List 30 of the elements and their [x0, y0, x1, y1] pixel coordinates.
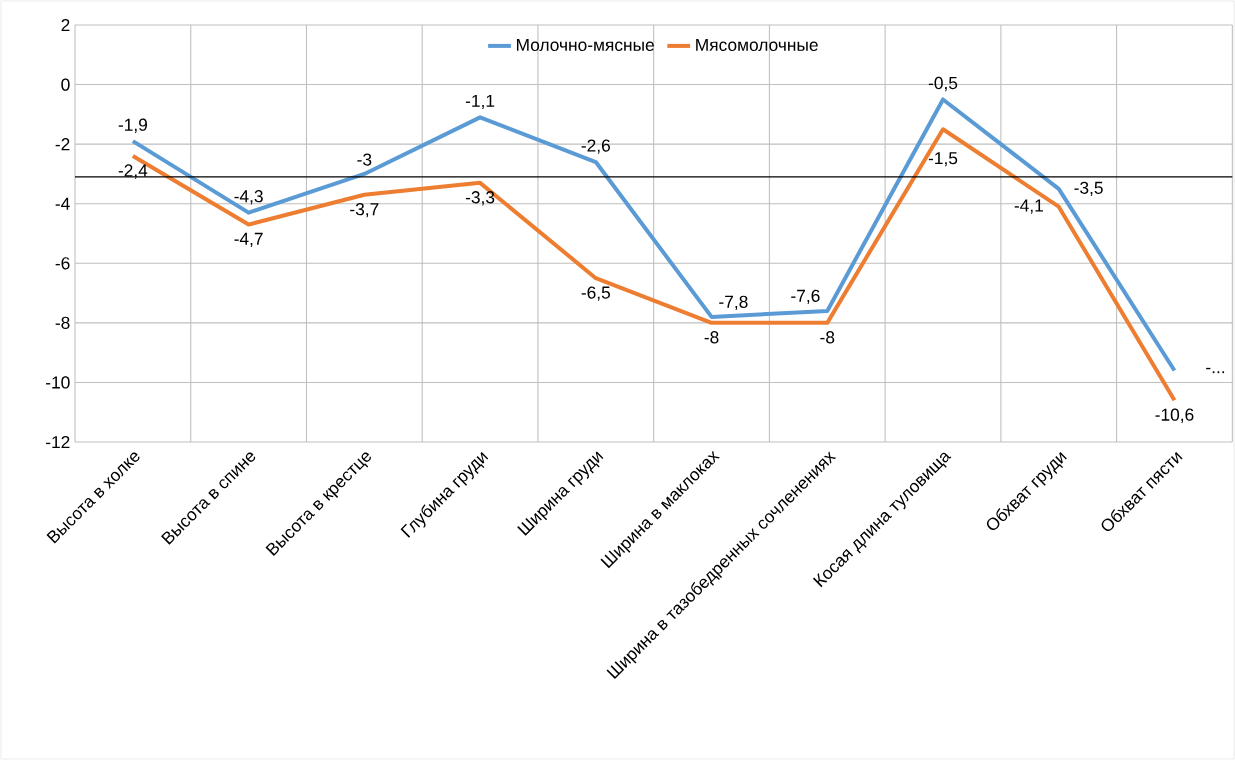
y-tick-label: -6 [55, 257, 70, 270]
y-tick-label: 0 [61, 78, 70, 91]
data-label: -6,5 [581, 286, 610, 301]
data-label: -7,8 [719, 295, 748, 310]
data-label: -10,6 [1155, 408, 1194, 423]
y-tick-label: 2 [61, 18, 70, 32]
data-label: -8 [820, 331, 835, 344]
data-label: -4,3 [234, 190, 263, 205]
data-label: -8 [704, 331, 719, 344]
data-label: -3,5 [1074, 181, 1103, 196]
legend-label: Молочно-мясные [516, 38, 654, 52]
data-label: -2,6 [581, 139, 610, 154]
data-label: -7,6 [791, 289, 820, 304]
y-tick-label: -2 [55, 138, 70, 151]
data-label: -4,7 [234, 232, 263, 247]
y-tick-label: -10 [46, 376, 70, 389]
data-label: -1,9 [118, 118, 147, 133]
data-label: -... [1206, 367, 1225, 374]
data-label: -3 [357, 153, 372, 166]
data-label: -3,3 [465, 191, 495, 206]
legend-label: Мясомолочные [696, 38, 818, 52]
y-tick-label: -12 [46, 435, 70, 449]
data-label: -0,5 [928, 76, 958, 92]
data-label: -4,1 [1014, 199, 1043, 214]
data-label: -1,5 [928, 152, 958, 167]
y-tick-label: -8 [55, 316, 70, 329]
data-label: -1,1 [465, 94, 495, 110]
data-label: -3,7 [350, 203, 379, 218]
y-tick-label: -4 [55, 197, 70, 210]
data-label: -2,4 [118, 164, 148, 179]
